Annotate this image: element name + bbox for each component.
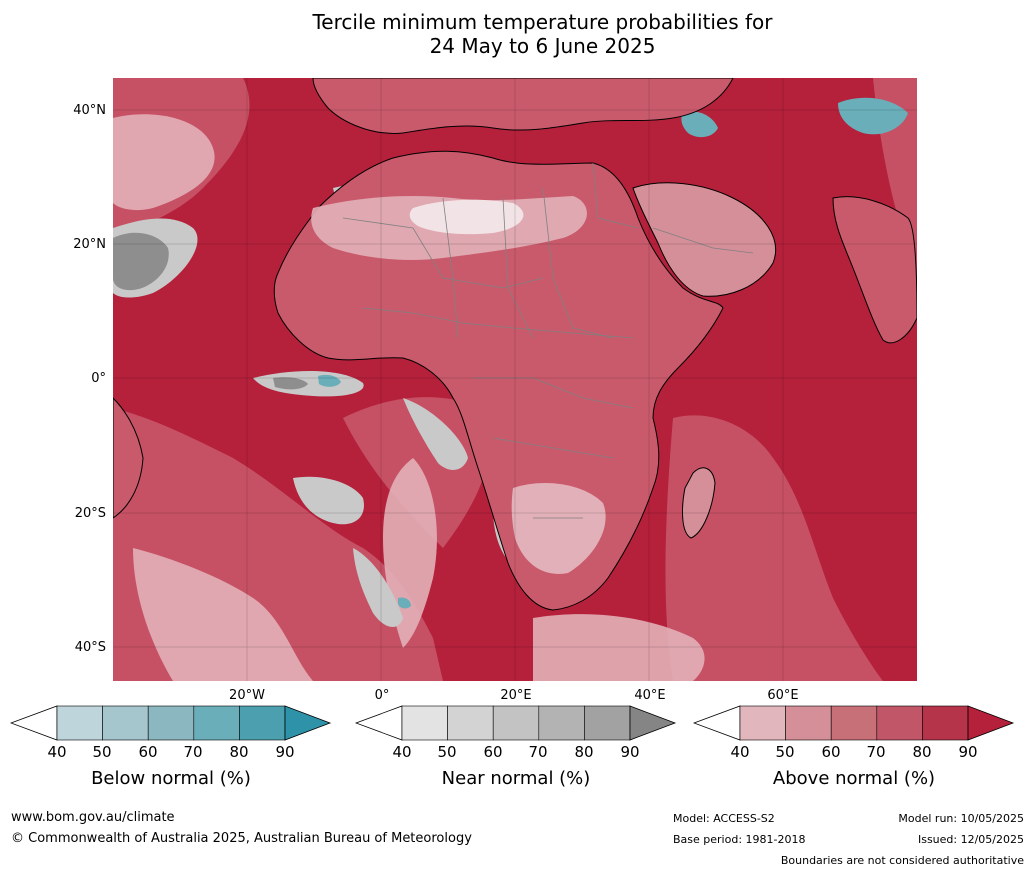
footer-copyright: © Commonwealth of Australia 2025, Austra…	[11, 831, 472, 846]
colorbar-segment	[876, 705, 923, 741]
colorbar-extend-low	[10, 705, 58, 741]
legend-label-below-normal: Below normal (%)	[91, 768, 251, 789]
europe-landmass	[312, 78, 734, 134]
india-landmass	[832, 196, 917, 344]
arabia-landmass	[632, 182, 777, 297]
colorbar-segment	[830, 705, 878, 741]
tick: 80	[912, 743, 932, 761]
tick: 90	[275, 743, 295, 761]
lon-label-20e: 20°E	[500, 688, 532, 703]
lat-label-0: 0°	[91, 371, 106, 386]
colorbar-segment	[147, 705, 195, 741]
africa-landmass	[273, 150, 724, 611]
lon-label-20w: 20°W	[229, 688, 265, 703]
tick: 60	[821, 743, 841, 761]
lon-label-40e: 40°E	[634, 688, 666, 703]
probability-map	[113, 78, 917, 681]
footer-base-period: Base period: 1981-2018	[673, 833, 806, 846]
below-normal-patches	[318, 97, 908, 609]
tick: 60	[483, 743, 503, 761]
tick: 90	[620, 743, 640, 761]
sahara-white-patch	[409, 199, 524, 235]
colorbar-segment	[56, 705, 103, 741]
colorbar-above-normal	[693, 705, 1015, 741]
tick: 90	[958, 743, 978, 761]
tick: 50	[92, 743, 112, 761]
footer-issued: Issued: 12/05/2025	[917, 833, 1024, 846]
colorbar-segment	[538, 705, 585, 741]
lat-label-40s: 40°S	[74, 640, 106, 655]
lat-label-40n: 40°N	[73, 103, 106, 118]
colorbar-segment	[584, 705, 631, 741]
legend-label-near-normal: Near normal (%)	[441, 768, 591, 789]
tick: 60	[138, 743, 158, 761]
south-america-edge	[113, 397, 144, 519]
colorbar-extend-low	[355, 705, 403, 741]
tick: 40	[47, 743, 67, 761]
colorbar-extend-high	[967, 705, 1015, 741]
footer-model: Model: ACCESS-S2	[673, 812, 775, 825]
lon-label-0: 0°	[374, 688, 390, 703]
colorbar-below-normal	[10, 705, 332, 741]
tick: 40	[730, 743, 750, 761]
colorbar-segment	[739, 705, 786, 741]
lat-label-20n: 20°N	[73, 237, 106, 252]
colorbar-segment	[922, 705, 969, 741]
colorbar-segment	[447, 705, 494, 741]
tick: 70	[528, 743, 548, 761]
colorbar-segment	[492, 705, 540, 741]
tick: 70	[866, 743, 886, 761]
footer-model-run: Model run: 10/05/2025	[898, 812, 1024, 825]
tick: 50	[775, 743, 795, 761]
southern-africa-light	[511, 483, 606, 574]
tick: 80	[229, 743, 249, 761]
land-areas	[113, 78, 917, 611]
colorbar-segment	[193, 705, 240, 741]
colorbar-extend-low	[693, 705, 741, 741]
footer-website: www.bom.gov.au/climate	[11, 810, 175, 825]
lon-label-60e: 60°E	[767, 688, 799, 703]
tick: 50	[437, 743, 457, 761]
tick: 80	[574, 743, 594, 761]
colorbar-segment	[102, 705, 149, 741]
madagascar	[682, 467, 716, 539]
footer-disclaimer: Boundaries are not considered authoritat…	[780, 854, 1024, 867]
map-graticule	[113, 78, 917, 681]
lat-label-20s: 20°S	[74, 506, 106, 521]
map-title-line1: Tercile minimum temperature probabilitie…	[312, 10, 773, 34]
colorbar-segment	[785, 705, 832, 741]
tick: 70	[183, 743, 203, 761]
colorbar-extend-high	[629, 705, 677, 741]
colorbar-near-normal	[355, 705, 677, 741]
map-title-line2: 24 May to 6 June 2025	[429, 34, 656, 58]
colorbar-segment	[401, 705, 448, 741]
near-normal-dark-patches	[113, 232, 308, 390]
ocean-light-patches	[113, 114, 705, 681]
tick: 40	[392, 743, 412, 761]
colorbar-segment	[239, 705, 286, 741]
colorbar-extend-high	[284, 705, 332, 741]
country-borders	[342, 162, 754, 519]
legend-label-above-normal: Above normal (%)	[772, 768, 936, 789]
